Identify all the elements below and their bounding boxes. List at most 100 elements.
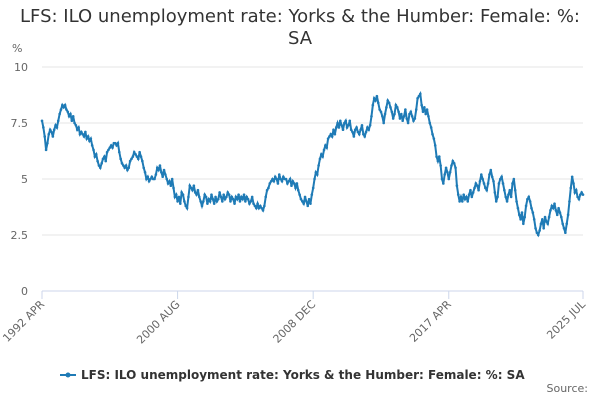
data-point bbox=[543, 215, 547, 219]
data-point bbox=[164, 173, 167, 176]
data-point bbox=[296, 188, 300, 192]
legend-label: LFS: ILO unemployment rate: Yorks & the … bbox=[81, 368, 525, 382]
data-point bbox=[56, 119, 60, 123]
data-point bbox=[165, 177, 169, 181]
data-point bbox=[500, 175, 503, 179]
data-point bbox=[123, 166, 127, 170]
data-point bbox=[317, 164, 320, 167]
data-point bbox=[131, 155, 135, 158]
data-point bbox=[150, 175, 154, 179]
data-point bbox=[345, 126, 349, 129]
data-point bbox=[401, 119, 404, 123]
data-point bbox=[193, 191, 197, 194]
data-point bbox=[268, 182, 272, 185]
data-point bbox=[99, 166, 102, 170]
data-point bbox=[254, 206, 258, 210]
data-point bbox=[524, 204, 528, 208]
data-point bbox=[147, 179, 151, 183]
data-point bbox=[221, 200, 224, 203]
data-point bbox=[560, 215, 563, 219]
data-point bbox=[443, 173, 446, 176]
data-point bbox=[557, 206, 560, 210]
data-point bbox=[188, 184, 192, 188]
data-point bbox=[352, 135, 356, 138]
data-point bbox=[376, 101, 380, 105]
data-point bbox=[46, 141, 49, 145]
data-point bbox=[185, 206, 189, 210]
data-point bbox=[174, 193, 178, 196]
source: Source: bbox=[547, 382, 589, 395]
data-point bbox=[326, 137, 330, 140]
data-point bbox=[202, 200, 205, 203]
data-point bbox=[324, 144, 327, 147]
data-point bbox=[212, 202, 216, 205]
data-point bbox=[264, 195, 268, 199]
data-point bbox=[418, 92, 422, 96]
data-point bbox=[88, 139, 91, 143]
data-point bbox=[488, 173, 491, 176]
data-point bbox=[480, 173, 483, 176]
data-point bbox=[59, 108, 63, 111]
data-point bbox=[404, 108, 407, 111]
data-point bbox=[287, 179, 291, 183]
data-point bbox=[84, 130, 87, 134]
data-point bbox=[108, 146, 112, 149]
data-point bbox=[275, 177, 278, 181]
data-point bbox=[93, 155, 97, 158]
data-point bbox=[405, 117, 409, 120]
data-point bbox=[347, 123, 350, 127]
data-point bbox=[260, 206, 263, 210]
data-point bbox=[382, 121, 385, 125]
data-point bbox=[265, 188, 269, 192]
data-point bbox=[181, 193, 185, 196]
data-point bbox=[135, 155, 139, 158]
data-point bbox=[353, 128, 357, 132]
data-point bbox=[77, 126, 80, 129]
data-point bbox=[372, 97, 376, 100]
data-point bbox=[90, 144, 94, 147]
data-point bbox=[519, 218, 522, 221]
data-point bbox=[273, 175, 277, 179]
data-point bbox=[355, 126, 358, 129]
data-point bbox=[73, 121, 76, 125]
data-point bbox=[263, 204, 266, 208]
data-point bbox=[261, 209, 265, 212]
data-point bbox=[227, 193, 231, 196]
data-point bbox=[412, 119, 415, 123]
data-point bbox=[226, 191, 230, 194]
data-point bbox=[517, 213, 521, 217]
data-point bbox=[469, 188, 472, 192]
data-point bbox=[199, 200, 202, 203]
data-point bbox=[187, 195, 190, 199]
data-point bbox=[302, 202, 305, 205]
data-point bbox=[340, 123, 343, 127]
data-point bbox=[366, 126, 369, 129]
data-point bbox=[100, 162, 103, 165]
data-point bbox=[427, 114, 430, 118]
data-point bbox=[504, 195, 508, 199]
data-point bbox=[195, 193, 198, 196]
data-point bbox=[489, 168, 493, 172]
data-point bbox=[298, 193, 301, 196]
data-point bbox=[54, 123, 57, 127]
data-point bbox=[553, 202, 556, 205]
data-point bbox=[127, 166, 131, 170]
data-point bbox=[330, 135, 334, 138]
data-point bbox=[362, 132, 365, 136]
data-point bbox=[413, 117, 417, 120]
data-point bbox=[572, 182, 575, 185]
data-point bbox=[538, 229, 541, 232]
data-point bbox=[61, 103, 64, 107]
data-point bbox=[393, 112, 396, 116]
data-point bbox=[204, 195, 208, 199]
data-point bbox=[89, 137, 93, 140]
data-point bbox=[505, 200, 509, 203]
data-point bbox=[170, 177, 174, 181]
data-point bbox=[454, 166, 457, 170]
data-point bbox=[512, 177, 516, 181]
data-point bbox=[478, 179, 482, 183]
data-point bbox=[249, 200, 253, 203]
data-point bbox=[344, 119, 348, 123]
data-point bbox=[569, 186, 573, 190]
